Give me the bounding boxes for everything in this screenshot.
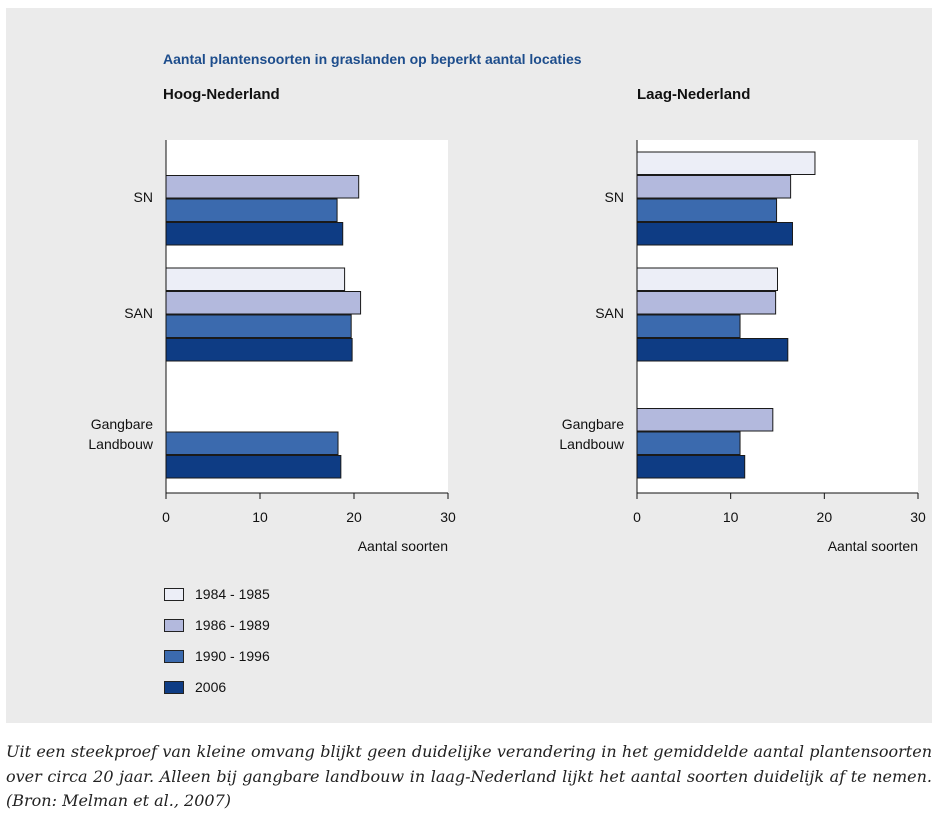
- laag-bar: [636, 455, 746, 479]
- hoog-bar: [165, 267, 346, 291]
- laag-bar: [636, 267, 778, 291]
- legend-swatch: [164, 618, 184, 632]
- laag-bar: [636, 175, 792, 199]
- hoog-bar: [165, 291, 362, 315]
- laag-bar: [636, 431, 741, 455]
- laag-category-label: SN: [605, 189, 624, 205]
- laag-category-label: Landbouw: [559, 436, 625, 452]
- hoog-bar: [165, 338, 353, 362]
- hoog-bar: [165, 314, 352, 338]
- legend-item: 1984 - 1985: [164, 584, 270, 604]
- hoog-category-label: SAN: [124, 305, 153, 321]
- legend-label: 1986 - 1989: [195, 617, 270, 633]
- hoog-bar: [165, 455, 342, 479]
- laag-bar: [636, 338, 789, 362]
- laag-x-tick-label: 10: [723, 509, 739, 525]
- laag-x-tick-label: 0: [633, 509, 641, 525]
- laag-bar: [636, 408, 774, 432]
- hoog-x-axis-label: Aantal soorten: [358, 538, 448, 554]
- hoog-bar: [165, 175, 360, 199]
- hoog-x-tick-label: 10: [252, 509, 268, 525]
- laag-x-tick-label: 30: [910, 509, 926, 525]
- laag-bar: [636, 151, 816, 175]
- hoog-x-tick-label: 30: [440, 509, 456, 525]
- hoog-category-label: Landbouw: [88, 436, 154, 452]
- laag-bar: [636, 222, 793, 246]
- hoog-category-label: Gangbare: [91, 416, 153, 432]
- legend-item: 1986 - 1989: [164, 615, 270, 635]
- laag-bar: [636, 198, 778, 222]
- legend-label: 2006: [195, 679, 227, 695]
- hoog-bar: [165, 431, 339, 455]
- hoog-bar: [165, 222, 344, 246]
- laag-x-axis-label: Aantal soorten: [828, 538, 918, 554]
- legend-swatch: [164, 649, 184, 663]
- hoog-bar: [165, 198, 338, 222]
- charts-svg: Hoog-Nederland 0 10 20 30 Aantal soorten SN SAN…: [88, 86, 926, 554]
- hoog-x-tick-label: 0: [162, 509, 170, 525]
- hoog-chart-title: Hoog-Nederland: [163, 86, 280, 103]
- hoog-x-tick-label: 20: [346, 509, 362, 525]
- legend-swatch: [164, 587, 184, 601]
- laag-bar: [636, 314, 741, 338]
- legend-item: 2006: [164, 677, 226, 697]
- legend-item: 1990 - 1996: [164, 646, 270, 666]
- laag-x-tick-label: 20: [817, 509, 833, 525]
- legend-label: 1984 - 1985: [195, 586, 270, 602]
- hoog-category-label: SN: [134, 189, 153, 205]
- caption: Uit een steekproef van kleine omvang bli…: [6, 742, 932, 810]
- laag-category-label: SAN: [595, 305, 624, 321]
- figure-title: Aantal plantensoorten in graslanden op b…: [163, 51, 582, 67]
- laag-bar: [636, 291, 777, 315]
- legend-swatch: [164, 680, 184, 694]
- laag-category-label: Gangbare: [562, 416, 624, 432]
- legend-label: 1990 - 1996: [195, 648, 270, 664]
- laag-chart-title: Laag-Nederland: [637, 86, 750, 103]
